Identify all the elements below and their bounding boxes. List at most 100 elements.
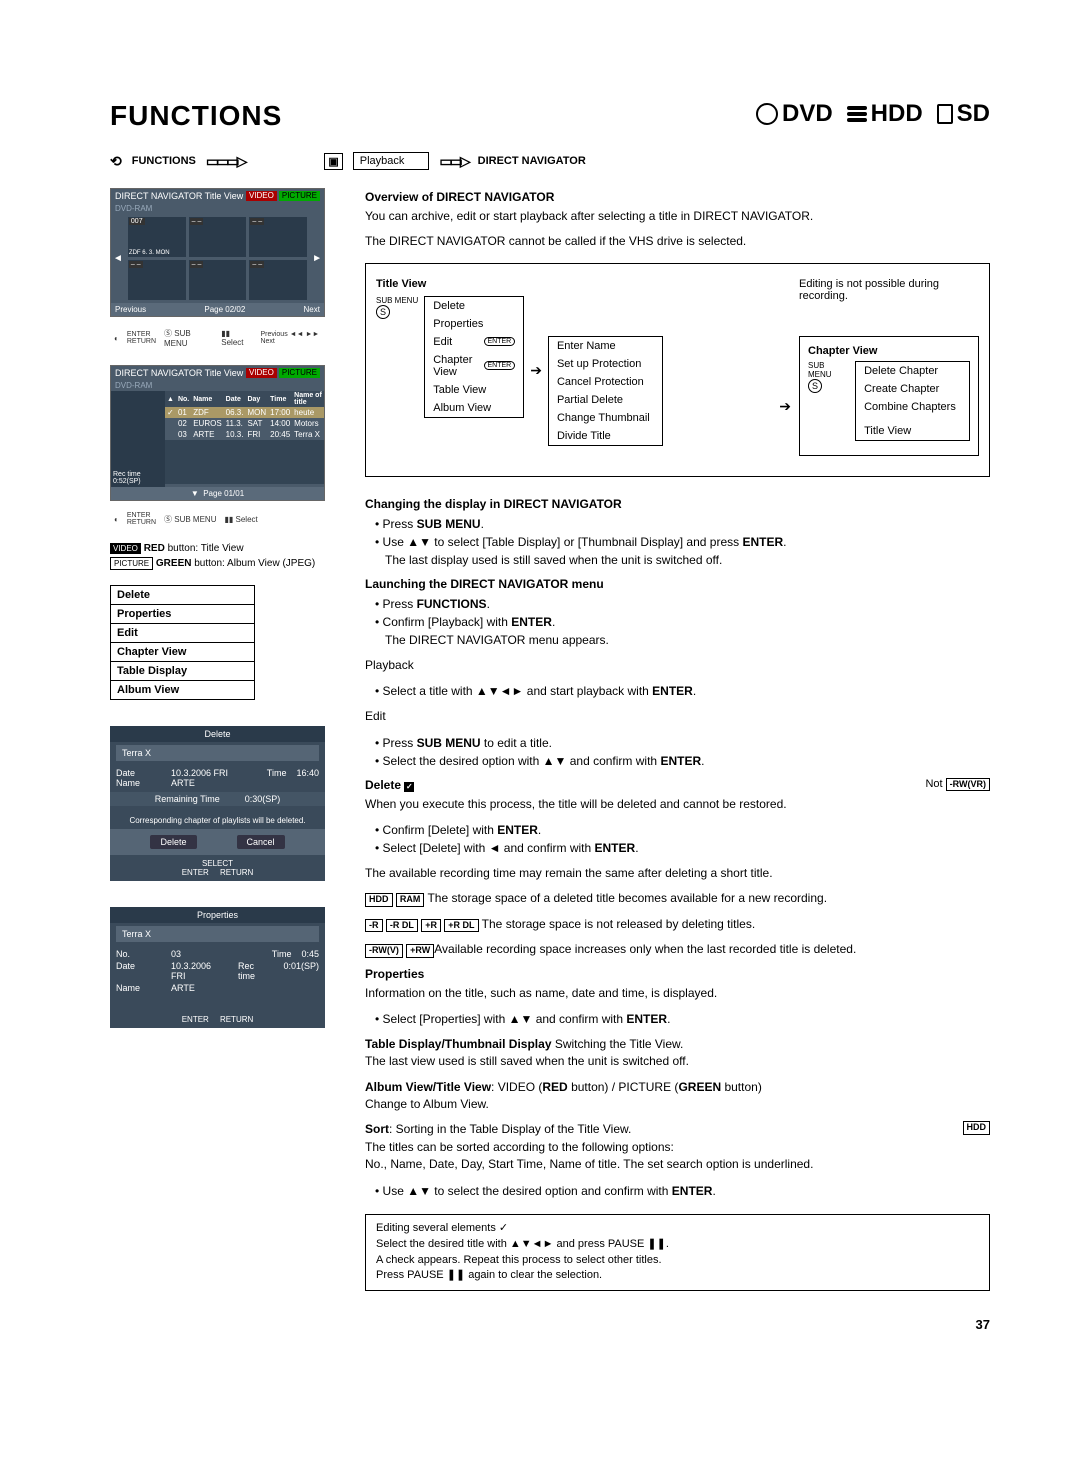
diag-item: Chapter View: [433, 354, 483, 378]
table-row[interactable]: ✓01ZDF06.3.MON17:00heute: [165, 407, 324, 418]
legend-picture: PICTURE GREEN button: Album View (JPEG): [110, 558, 335, 569]
diag-item: Delete: [425, 297, 523, 315]
bullet-list: Press FUNCTIONS. Confirm [Playback] with…: [375, 595, 990, 649]
subheading: Edit: [365, 708, 990, 725]
nav-page: Page 02/02: [204, 305, 245, 314]
media-icons: DVD HDD SD: [756, 100, 990, 128]
sd-icon: [937, 104, 953, 124]
breadcrumb-playback: Playback: [353, 152, 430, 170]
para: The available recording time may remain …: [365, 865, 990, 882]
menu-item[interactable]: Table Display: [111, 662, 255, 681]
tab-video[interactable]: VIDEO: [246, 368, 277, 378]
tab-picture[interactable]: PICTURE: [279, 368, 320, 378]
para: Information on the title, such as name, …: [365, 985, 990, 1002]
section-heading: Launching the DIRECT NAVIGATOR menu: [365, 577, 990, 591]
submenu-label: SUB MENUS: [376, 296, 418, 319]
format-badge: RAM: [396, 893, 425, 907]
thumb[interactable]: – –: [249, 260, 307, 300]
table-row[interactable]: 02EUROS11.3.SAT14:00Motors: [165, 418, 324, 429]
nav-panel-thumbnails: DIRECT NAVIGATOR Title View VIDEOPICTURE…: [110, 188, 325, 317]
bullet-list: Select a title with ▲▼◄► and start playb…: [375, 682, 990, 700]
section-heading: Properties: [365, 967, 990, 981]
dialog-title: Properties: [110, 907, 325, 923]
format-badge: +R DL: [444, 919, 478, 933]
submenu-label: SUB MENUS: [808, 361, 849, 393]
menu-item[interactable]: Edit: [111, 624, 255, 643]
diagram-chapter-view: Chapter View: [808, 345, 970, 357]
cancel-button[interactable]: Cancel: [237, 835, 285, 849]
thumb[interactable]: – –: [189, 217, 247, 257]
bullet-list: Press SUB MENU. Use ▲▼ to select [Table …: [375, 515, 990, 569]
check-icon: ✓: [404, 782, 414, 792]
editing-note-box: Editing several elements ✓ Select the de…: [365, 1214, 990, 1292]
arrow-icon: ➔: [530, 362, 542, 379]
dialog-name: Terra X: [116, 745, 319, 761]
bullet-list: Confirm [Delete] with ENTER. Select [Del…: [375, 821, 990, 857]
dialog-warning: Corresponding chapter of playlists will …: [110, 812, 325, 829]
dialog-footer: ENTER RETURN: [110, 997, 325, 1028]
diagram-title-view: Title View: [376, 278, 771, 290]
menu-item[interactable]: Album View: [111, 681, 255, 700]
format-badge: -R DL: [386, 919, 418, 933]
thumb[interactable]: – –: [128, 260, 186, 300]
dialog-name: Terra X: [116, 926, 319, 942]
para: -RW(V) +RW Available recording space inc…: [365, 941, 990, 958]
dialog-footer: SELECT ENTER RETURN: [110, 855, 325, 881]
menu-item[interactable]: Delete: [111, 586, 255, 605]
delete-button[interactable]: Delete: [150, 835, 196, 849]
nav-prev[interactable]: Previous: [115, 305, 146, 314]
format-badge: HDD: [365, 893, 393, 907]
menu-item[interactable]: Properties: [111, 605, 255, 624]
chain-icon: ⟲: [110, 153, 122, 170]
diag-item: Combine Chapters: [856, 398, 969, 416]
diag-item: Table View: [425, 381, 523, 399]
thumb[interactable]: 007ZDF 6. 3. MON: [128, 217, 186, 257]
enter-icon: ENTER: [484, 337, 516, 346]
format-badge: -R: [365, 919, 383, 933]
navigator-diagram: Title View SUB MENUS Delete Properties E…: [365, 263, 990, 477]
table-row[interactable]: 03ARTE10.3.FRI20:45Terra X: [165, 429, 324, 440]
rec-time: Rec time 0:52(SP): [113, 471, 141, 485]
diag-item: Enter Name: [549, 337, 662, 355]
para: Album View/Title View: VIDEO (RED button…: [365, 1079, 990, 1114]
title-table: ▲No.NameDateDayTimeName of title ✓01ZDF0…: [165, 391, 324, 484]
enter-icon: ◐: [114, 334, 119, 343]
breadcrumb-functions: FUNCTIONS: [132, 155, 196, 167]
diag-item: Title View: [856, 422, 969, 440]
diag-item: Partial Delete: [549, 391, 662, 409]
nav-next[interactable]: Next: [304, 305, 320, 314]
preview-thumb: Rec time 0:52(SP): [111, 391, 165, 487]
format-badge: +R: [421, 919, 441, 933]
nav-subtitle: DVD-RAM: [111, 203, 324, 214]
hdd-icon: [847, 106, 867, 122]
diag-item: Edit: [433, 336, 452, 348]
enter-icon: ◐: [114, 515, 119, 524]
thumb[interactable]: – –: [249, 217, 307, 257]
dialog-title: Delete: [110, 726, 325, 742]
tab-video[interactable]: VIDEO: [246, 191, 277, 201]
para: HDD RAM The storage space of a deleted t…: [365, 890, 990, 907]
diag-item: Album View: [425, 399, 523, 417]
bullet-list: Use ▲▼ to select the desired option and …: [375, 1182, 990, 1200]
thumb[interactable]: – –: [189, 260, 247, 300]
section-heading: Delete ✓ Not -RW(VR): [365, 778, 990, 792]
para: Table Display/Thumbnail Display Switchin…: [365, 1036, 990, 1071]
page-number: 37: [365, 1317, 990, 1332]
format-badge: -RW(VR): [946, 778, 990, 792]
nav-panel-table: DIRECT NAVIGATOR Title View VIDEOPICTURE…: [110, 365, 325, 501]
menu-item[interactable]: Chapter View: [111, 643, 255, 662]
diag-item: Change Thumbnail: [549, 409, 662, 427]
bullet-list: Press SUB MENU to edit a title. Select t…: [375, 734, 990, 770]
diag-item: Set up Protection: [549, 355, 662, 373]
diag-item: Cancel Protection: [549, 373, 662, 391]
diag-item: Properties: [425, 315, 523, 333]
para: The DIRECT NAVIGATOR cannot be called if…: [365, 233, 990, 250]
playback-icon: ▣: [324, 153, 342, 170]
next-arrow-icon[interactable]: ►: [310, 253, 324, 264]
legend-video: VIDEO RED button: Title View: [110, 543, 335, 554]
tab-picture[interactable]: PICTURE: [279, 191, 320, 201]
bullet-list: Select [Properties] with ▲▼ and confirm …: [375, 1010, 990, 1028]
page-header: FUNCTIONS DVD HDD SD: [110, 100, 990, 132]
delete-dialog: Delete Terra X Date Name10.3.2006 FRI AR…: [110, 726, 325, 881]
prev-arrow-icon[interactable]: ◄: [111, 253, 125, 264]
